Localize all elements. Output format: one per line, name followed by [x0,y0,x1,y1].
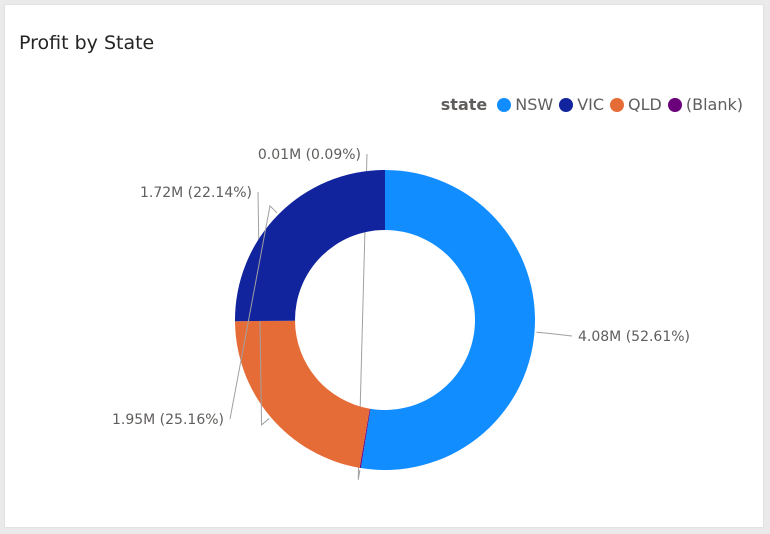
leader-line-vic [229,204,278,420]
legend-title: state [440,95,488,114]
legend-dot-vic [559,97,574,112]
legend-item-blank[interactable]: (Blank) [667,95,743,114]
data-label-vic: 1.95M (25.16%) [112,412,224,428]
legend-label-qld: QLD [628,95,662,114]
legend-label-vic: VIC [577,95,605,114]
legend-dot-qld [610,97,625,112]
chart-title: Profit by State [19,32,155,54]
legend-item-vic[interactable]: VIC [559,95,604,114]
data-label-blank: 0.01M (0.09%) [258,147,361,163]
donut-slice-qld[interactable] [235,320,370,468]
donut-slice-blank[interactable] [359,408,371,469]
data-label-qld: 1.72M (22.14%) [140,185,252,201]
legend-item-nsw[interactable]: NSW [497,95,553,114]
legend-dot-blank [667,97,682,112]
data-label-nsw: 4.08M (52.61%) [578,329,690,345]
legend-item-qld[interactable]: QLD [610,95,662,114]
legend-label-blank: (Blank) [685,95,743,114]
legend-label-nsw: NSW [515,95,554,114]
donut-slice-nsw[interactable] [360,170,535,470]
leader-line-nsw [536,331,573,337]
legend: state NSW VIC QLD (Blank) [441,95,743,114]
donut-slice-vic[interactable] [235,170,385,322]
legend-dot-nsw [497,97,512,112]
leader-line-blank [357,153,368,480]
